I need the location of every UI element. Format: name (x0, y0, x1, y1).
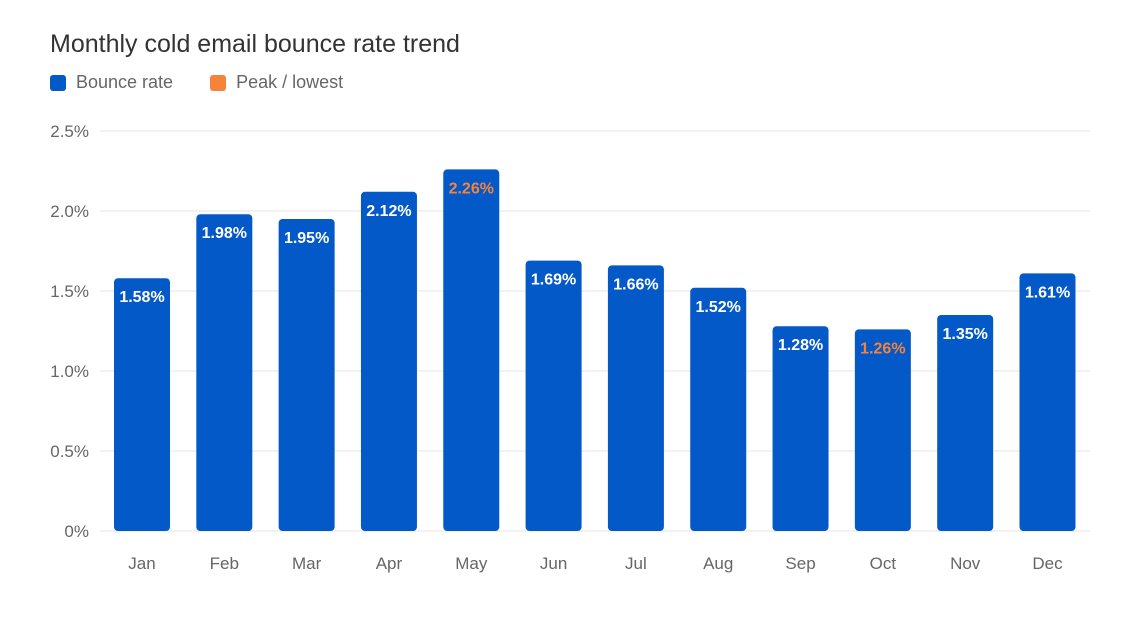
x-tick-label-dec: Dec (1032, 554, 1063, 573)
bar-sep (772, 326, 829, 531)
y-tick-label-3: 1.5% (50, 282, 89, 301)
value-label-nov: 1.35% (942, 326, 987, 343)
bar-nov (937, 315, 994, 531)
legend-item-peak-lowest: Peak / lowest (210, 72, 343, 93)
legend-label-peak-lowest: Peak / lowest (236, 72, 344, 92)
value-label-feb: 1.98% (202, 225, 247, 242)
bar-apr (360, 191, 417, 532)
x-tick-label-feb: Feb (210, 554, 239, 573)
y-tick-label-0: 0% (64, 522, 89, 541)
value-label-jun: 1.69% (531, 272, 576, 289)
bar-feb (196, 214, 253, 531)
x-tick-label-nov: Nov (950, 554, 981, 573)
x-tick-label-jul: Jul (625, 554, 647, 573)
value-label-apr: 2.12% (366, 203, 411, 220)
bar-aug (690, 287, 747, 531)
y-tick-label-1: 0.5% (50, 442, 89, 461)
y-tick-label-2: 1.0% (50, 362, 89, 381)
bar-mar (278, 219, 335, 531)
y-tick-label-4: 2.0% (50, 202, 89, 221)
x-tick-label-mar: Mar (292, 554, 322, 573)
bar-jun (525, 260, 582, 531)
bar-oct (854, 329, 911, 531)
x-tick-label-apr: Apr (376, 554, 403, 573)
bar-may (443, 169, 500, 531)
value-label-aug: 1.52% (696, 299, 741, 316)
legend-swatch-peak-lowest (210, 74, 227, 91)
x-tick-label-may: May (455, 554, 488, 573)
value-label-dec: 1.61% (1025, 284, 1070, 301)
x-tick-label-jan: Jan (128, 554, 155, 573)
value-label-jan: 1.58% (119, 289, 164, 306)
value-label-jul: 1.66% (613, 276, 658, 293)
bar-dec (1019, 273, 1076, 531)
x-tick-label-sep: Sep (785, 554, 815, 573)
value-label-mar: 1.95% (284, 230, 329, 247)
x-tick-label-jun: Jun (540, 554, 567, 573)
value-label-may: 2.26% (449, 180, 494, 197)
y-tick-label-5: 2.5% (50, 122, 89, 141)
bar-jul (607, 265, 664, 531)
legend-swatch-bounce-rate (50, 74, 66, 91)
x-tick-label-aug: Aug (703, 554, 733, 573)
value-label-sep: 1.28% (778, 337, 823, 354)
x-tick-label-oct: Oct (870, 554, 897, 573)
bar-jan (114, 278, 170, 531)
legend-label-bounce-rate: Bounce rate (76, 72, 174, 92)
value-label-oct: 1.26% (860, 340, 905, 357)
chart-title: Monthly cold email bounce rate trend (50, 30, 460, 58)
legend-item-bounce-rate: Bounce rate (50, 72, 173, 93)
legend: Bounce rate Peak / lowest (50, 72, 380, 93)
